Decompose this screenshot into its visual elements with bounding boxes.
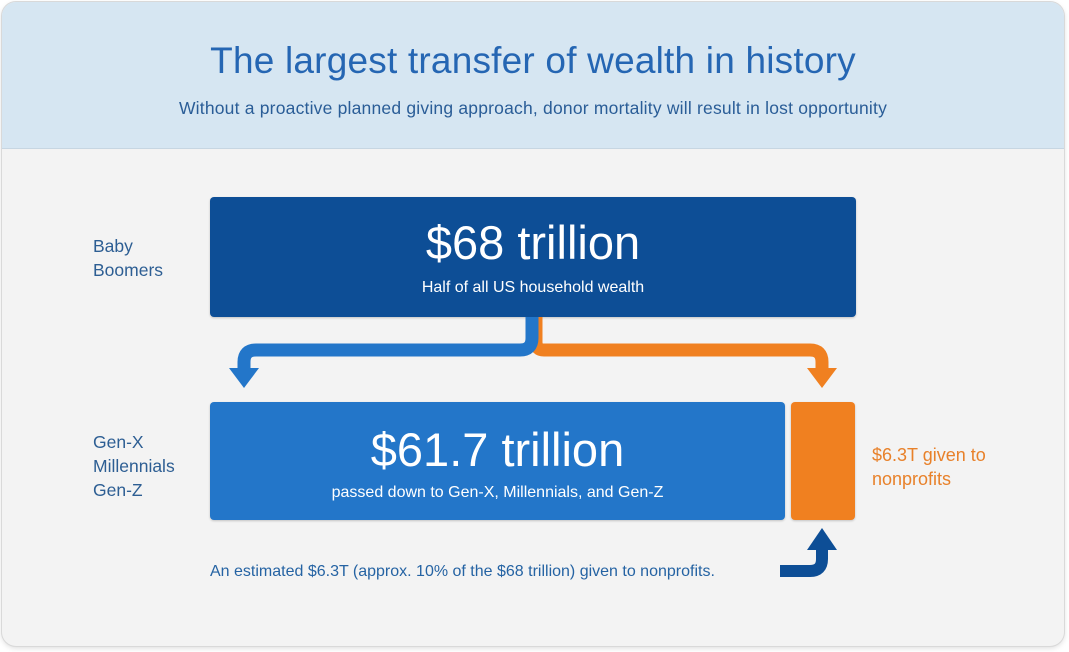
boomer-wealth-description: Half of all US household wealth — [421, 279, 645, 296]
boomer-wealth-amount: $68 trillion — [425, 216, 641, 269]
heirs-wealth-box: $61.7 trillion passed down to Gen-X, Mil… — [210, 402, 785, 520]
header-banner: The largest transfer of wealth in histor… — [2, 2, 1064, 149]
gen-x-label: Gen-X — [93, 432, 144, 452]
nonprofit-arrowhead — [807, 368, 837, 388]
footnote: An estimated $6.3T (approx. 10% of the $… — [210, 563, 715, 580]
heirs-branch-arrow — [237, 317, 539, 368]
page-subtitle: Without a proactive planned giving appro… — [178, 98, 888, 118]
footnote-arrow — [780, 549, 828, 577]
heirs-wealth-amount: $61.7 trillion — [370, 423, 625, 476]
nonprofit-label-line: nonprofits — [872, 469, 952, 489]
heirs-wealth-description: passed down to Gen-X, Millennials, and G… — [331, 484, 664, 501]
nonprofit-branch-arrow — [529, 317, 829, 368]
nonprofit-label-line: $6.3T given to — [872, 445, 986, 465]
footnote-arrowhead — [807, 528, 837, 550]
heirs-arrowhead — [229, 368, 259, 388]
baby-boomers-label-line: Boomers — [93, 260, 164, 280]
boomer-wealth-box: $68 trillion Half of all US household we… — [210, 197, 856, 317]
millennials-label: Millennials — [93, 456, 175, 476]
nonprofit-share-box — [791, 402, 855, 520]
page-title: The largest transfer of wealth in histor… — [210, 40, 856, 81]
gen-z-label: Gen-Z — [93, 480, 143, 500]
baby-boomers-label: Baby Boomers — [93, 234, 163, 282]
nonprofit-label: $6.3T given to nonprofits — [872, 443, 986, 491]
baby-boomers-label-line: Baby — [93, 236, 133, 256]
next-generations-label: Gen-X Millennials Gen-Z — [93, 430, 175, 502]
